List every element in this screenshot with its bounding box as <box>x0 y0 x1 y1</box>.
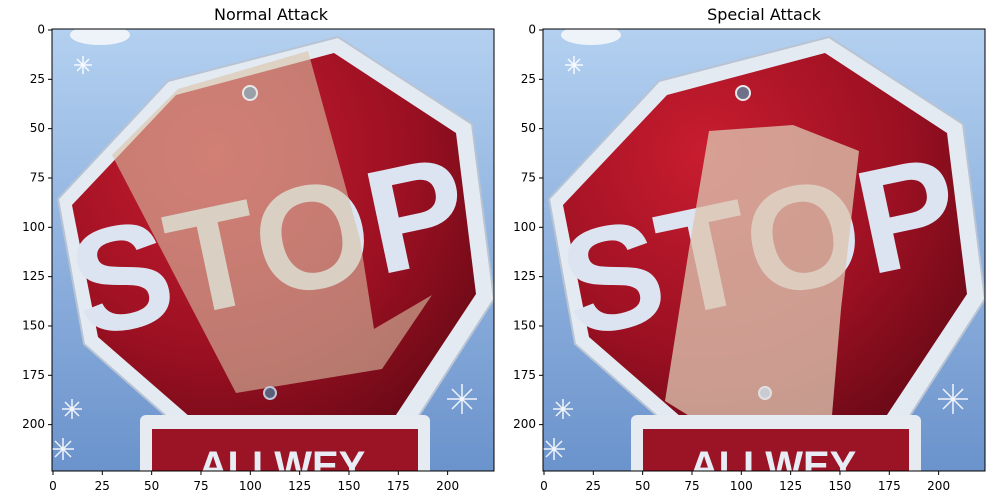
x-tick-label: 0 <box>540 479 548 493</box>
panel-normal-attack: Normal Attack STOP <box>22 5 495 493</box>
snowflake-icon <box>543 56 968 460</box>
y-tick-label: 50 <box>521 121 536 135</box>
y-tick-label: 75 <box>30 170 45 184</box>
snow-clump <box>70 29 130 45</box>
y-tick-label: 50 <box>30 121 45 135</box>
y-tick-label: 0 <box>528 22 536 36</box>
lower-plate <box>643 429 909 471</box>
y-tick-label: 25 <box>521 72 536 86</box>
x-tick-label: 175 <box>387 479 410 493</box>
x-tick-label: 75 <box>193 479 208 493</box>
x-tick-label: 100 <box>730 479 753 493</box>
y-tick-label: 150 <box>22 318 45 332</box>
y-tick-label: 75 <box>521 170 536 184</box>
snow-clump <box>561 29 621 45</box>
x-tick-label: 100 <box>239 479 262 493</box>
panel-title: Normal Attack <box>214 5 329 24</box>
image-area: STOP ALLWEY <box>543 29 985 488</box>
lower-plate-text: ALLWEY <box>199 444 366 488</box>
x-tick-label: 175 <box>878 479 901 493</box>
y-tick-label: 0 <box>37 22 45 36</box>
x-tick-label: 200 <box>927 479 950 493</box>
y-tick-label: 175 <box>513 368 536 382</box>
image-area: STOP ALLWEY <box>52 29 494 488</box>
lower-plate-text: ALLWEY <box>690 444 857 488</box>
y-tick-label: 200 <box>513 417 536 431</box>
x-tick-label: 150 <box>338 479 361 493</box>
panel-special-attack: Special Attack STOP ALLWEY <box>513 5 986 493</box>
axes-frame <box>51 28 495 472</box>
y-tick-label: 125 <box>513 269 536 283</box>
x-tick-label: 0 <box>49 479 57 493</box>
y-tick-label: 25 <box>30 72 45 86</box>
x-tick-label: 25 <box>95 479 110 493</box>
x-tick-label: 50 <box>635 479 650 493</box>
bolt-icon <box>758 386 772 400</box>
x-tick-label: 200 <box>436 479 459 493</box>
axis-ticks: 0 25 50 75 100 125 150 175 200 0 25 50 75 100 125 150 17… <box>513 22 950 493</box>
x-tick-label: 125 <box>779 479 802 493</box>
panel-title: Special Attack <box>707 5 822 24</box>
x-tick-label: 150 <box>829 479 852 493</box>
y-tick-label: 200 <box>22 417 45 431</box>
x-tick-label: 50 <box>144 479 159 493</box>
y-tick-label: 100 <box>22 220 45 234</box>
x-tick-label: 125 <box>288 479 311 493</box>
adversarial-patch <box>665 125 859 433</box>
y-tick-label: 150 <box>513 318 536 332</box>
y-tick-label: 125 <box>22 269 45 283</box>
bolt-icon <box>242 85 258 101</box>
bolt-icon <box>263 386 277 400</box>
bolt-icon <box>735 85 751 101</box>
x-tick-label: 25 <box>586 479 601 493</box>
x-tick-label: 75 <box>684 479 699 493</box>
axes-frame <box>542 28 986 472</box>
axis-ticks: 0 25 50 75 100 125 150 175 200 0 25 50 75 100 125 150 17… <box>22 22 459 493</box>
snowflake-icon <box>52 56 477 460</box>
adversarial-patch <box>112 51 432 393</box>
y-tick-label: 100 <box>513 220 536 234</box>
lower-plate <box>152 429 418 471</box>
y-tick-label: 175 <box>22 368 45 382</box>
